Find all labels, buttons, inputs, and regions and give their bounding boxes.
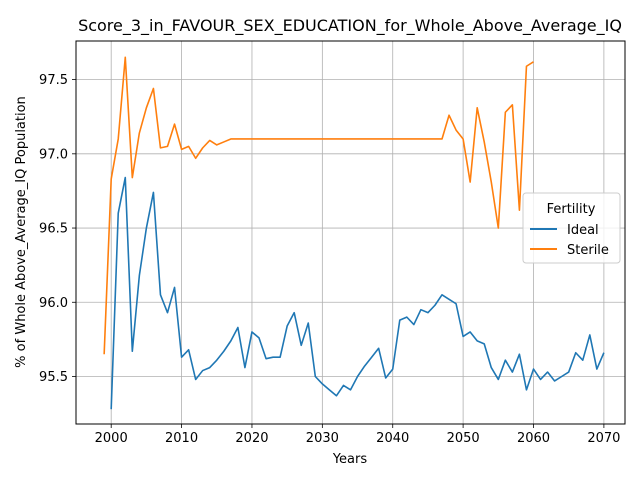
series-group (103, 56, 605, 410)
x-tick-label: 2070 (587, 431, 620, 446)
x-tick-label: 2020 (235, 431, 268, 446)
x-axis-label: Years (332, 452, 368, 467)
y-axis-label: % of Whole Above_Average_IQ Population (14, 96, 29, 368)
legend: Fertility Ideal Sterile (522, 192, 621, 264)
chart-title: Score_3_in_FAVOUR_SEX_EDUCATION_for_Whol… (78, 16, 622, 36)
x-tick-label: 2040 (376, 431, 409, 446)
y-tick-label: 95.5 (39, 370, 68, 385)
y-tick-label: 97.0 (39, 147, 68, 162)
legend-frame (522, 192, 621, 264)
y-axis-ticks: 95.5 96.0 96.5 97.0 97.5 (39, 73, 76, 385)
legend-label-ideal: Ideal (567, 223, 599, 238)
x-tick-label: 2060 (517, 431, 550, 446)
x-tick-label: 2050 (447, 431, 480, 446)
series-line-ideal (110, 176, 605, 410)
legend-label-sterile: Sterile (567, 243, 609, 258)
legend-title: Fertility (547, 202, 596, 217)
x-tick-label: 2030 (306, 431, 339, 446)
y-tick-label: 96.0 (39, 296, 68, 311)
x-tick-label: 2000 (95, 431, 128, 446)
y-tick-label: 97.5 (39, 73, 68, 88)
x-tick-label: 2010 (165, 431, 198, 446)
x-axis-ticks: 2000 2010 2020 2030 2040 2050 2060 2070 (95, 424, 620, 446)
plot-frame (75, 40, 626, 425)
y-tick-label: 96.5 (39, 222, 68, 237)
series-line-sterile (103, 56, 534, 355)
